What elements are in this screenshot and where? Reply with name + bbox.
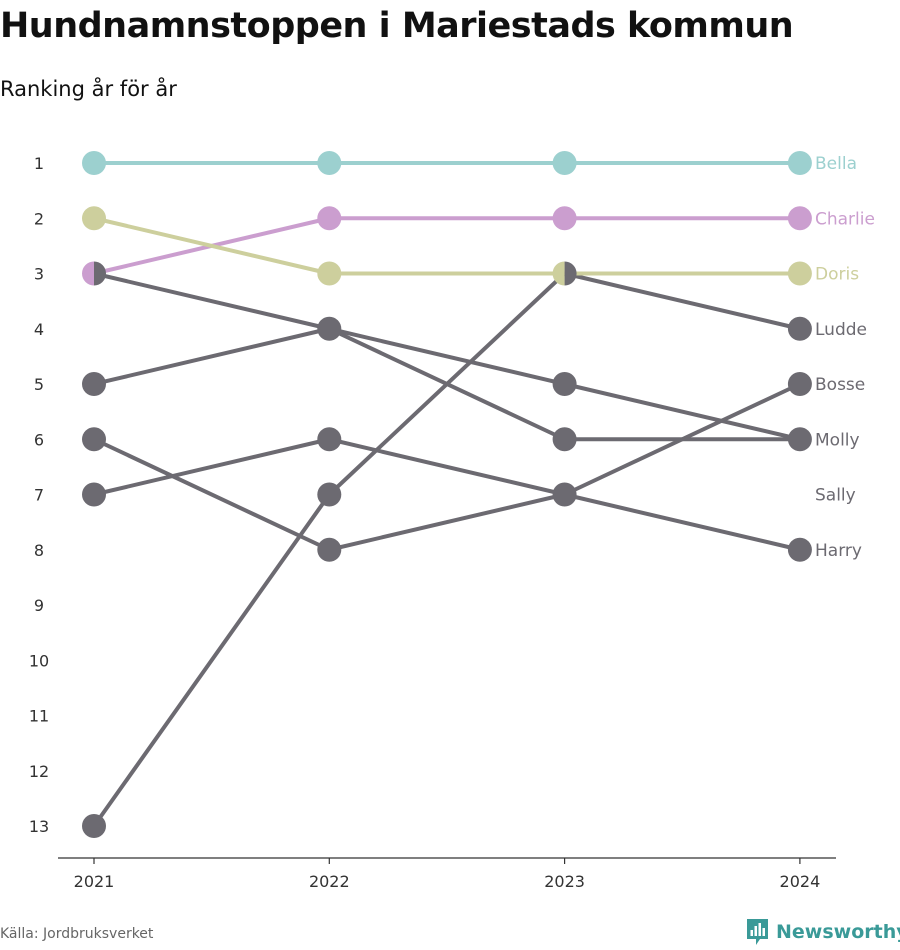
data-point-molly-2023 [552, 427, 577, 452]
data-point-charlie-2023 [552, 206, 577, 231]
data-point-bosse-2021 [82, 427, 106, 452]
data-point-harry-2021 [82, 482, 106, 507]
marker-half-left [552, 261, 565, 286]
marker-half-left [82, 261, 94, 286]
data-point-doris-2022 [317, 261, 342, 286]
x-axis: 2021 2022 2023 2024 [58, 857, 836, 891]
y-tick-label: 4 [34, 320, 44, 339]
data-point-doris-ludde-2023 [552, 261, 577, 286]
end-label-doris: Doris [815, 265, 859, 285]
data-point-ludde-2022 [317, 482, 342, 507]
series-line-harry [92, 437, 802, 552]
data-point-harry-2022 [317, 427, 342, 452]
y-tick-label: 5 [34, 375, 44, 394]
data-point-harry-2024 [787, 537, 812, 562]
x-tick-label: 2021 [74, 872, 115, 891]
brand-logo: Newsworthy [745, 918, 900, 946]
end-label-harry: Harry [815, 541, 862, 561]
x-tick-label: 2022 [309, 872, 350, 891]
data-point-charlie-2022 [317, 206, 342, 231]
y-tick-label: 11 [29, 707, 49, 726]
end-label-sally: Sally [815, 486, 856, 506]
data-point-bella-2021 [82, 151, 106, 175]
brand-name: Newsworthy [776, 921, 900, 943]
series-line-charlie [92, 216, 802, 276]
y-tick-label: 2 [34, 209, 44, 228]
series-line-doris [92, 216, 802, 276]
y-tick-label: 10 [29, 651, 49, 670]
y-tick-label: 1 [34, 154, 44, 173]
source-note: Källa: Jordbruksverket [0, 926, 154, 942]
data-point-doris-2021 [82, 206, 106, 231]
marker-half-right [564, 261, 577, 286]
series-lines [92, 161, 802, 828]
data-point-bosse-2024 [787, 372, 812, 396]
data-point-bosse-2022 [317, 537, 342, 562]
y-tick-label: 12 [29, 762, 49, 781]
data-point-bosse-harry-2023 [552, 482, 577, 507]
end-label-bella: Bella [815, 154, 857, 174]
data-point-ludde-2024 [787, 316, 812, 341]
end-label-bosse: Bosse [815, 375, 865, 395]
chart-subtitle: Ranking år för år [0, 77, 177, 101]
data-point-ludde-2021 [82, 814, 106, 838]
x-tick-label: 2023 [544, 872, 585, 891]
y-tick-label: 7 [34, 486, 44, 505]
x-tick-label: 2024 [780, 872, 821, 891]
y-tick-label: 3 [34, 265, 44, 284]
data-point-molly-sally-2024 [787, 427, 812, 452]
y-tick-label: 9 [34, 596, 44, 615]
series-line-sally [92, 326, 802, 442]
chart-title: Hundnamnstoppen i Mariestads kommun [0, 6, 794, 46]
marker-half-right [94, 261, 107, 286]
end-label-charlie: Charlie [815, 209, 875, 229]
data-point-charlie-molly-2021 [82, 261, 107, 286]
data-point-bella-2024 [787, 151, 812, 175]
series-line-molly [92, 271, 802, 442]
data-point-molly-sally-2022 [317, 316, 342, 341]
newsworthy-icon [747, 919, 768, 945]
y-tick-label: 6 [34, 430, 44, 449]
data-point-sally-2023 [552, 372, 577, 396]
data-point-doris-2024 [787, 261, 812, 286]
data-point-bella-2023 [552, 151, 577, 175]
y-tick-label: 13 [29, 817, 49, 836]
end-label-molly: Molly [815, 430, 860, 450]
data-point-bella-2022 [317, 151, 342, 175]
series-markers [82, 151, 812, 838]
data-point-sally-2021 [82, 372, 106, 396]
data-point-charlie-2024 [787, 206, 812, 231]
y-tick-label: 8 [34, 541, 44, 560]
end-label-ludde: Ludde [815, 320, 867, 340]
end-labels: Bella Charlie Doris Ludde Bosse Molly Sally Har… [815, 154, 875, 561]
